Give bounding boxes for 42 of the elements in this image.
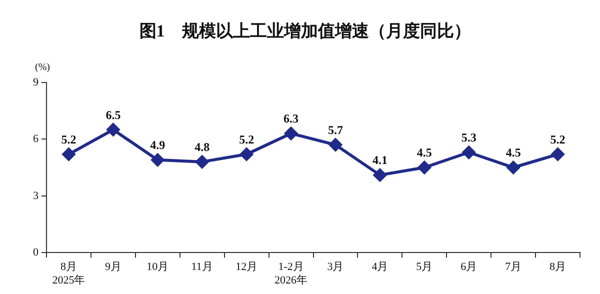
point [106,123,120,136]
x-tick-label: 10月 [146,261,169,274]
y-tick-label: 3 [33,190,39,202]
x-tick-label: 6月 [460,261,478,274]
data-label: 5.3 [461,130,476,144]
data-label: 4.9 [150,138,166,152]
point [506,161,520,174]
x-tick-label: 3月 [327,261,344,274]
point [151,153,164,166]
x-tick-label: 8月 2025年 [52,261,86,286]
data-label: 5.2 [61,132,76,146]
point [62,148,76,161]
data-label: 4.5 [506,146,521,160]
point [418,161,431,174]
x-tick-label: 9月 [104,261,122,274]
data-label: 6.5 [106,108,121,122]
data-label: 4.1 [372,153,388,168]
x-tick-label: 8月 [550,261,566,274]
x-tick-label: 12月 [236,261,258,274]
point [462,146,476,159]
data-label: 6.3 [284,112,299,126]
point [240,148,254,161]
x-tick-label: 7月 [505,261,522,274]
x-tick-label: 11月 [191,261,213,274]
point [328,138,342,152]
x-tick-label: 5月 [416,261,433,274]
x-tick-label: 1-2月 2026年 [274,261,308,286]
point [196,155,209,168]
y-tick-label: 6 [33,133,39,146]
y-tick-label: 9 [33,76,39,88]
point [551,148,564,161]
y-tick-label: 0 [33,246,39,258]
data-label: 5.2 [239,132,254,146]
data-label: 4.8 [194,140,210,154]
data-label: 5.2 [550,132,566,146]
chart-title: 图1 规模以上工业增加值增速（月度同比） [139,22,471,41]
point [373,168,386,182]
x-tick-label: 4月 [372,261,388,274]
y-axis-title: (%) [35,62,50,74]
data-label: 4.5 [416,146,432,160]
data-label: 5.7 [328,122,343,137]
point [284,126,298,140]
